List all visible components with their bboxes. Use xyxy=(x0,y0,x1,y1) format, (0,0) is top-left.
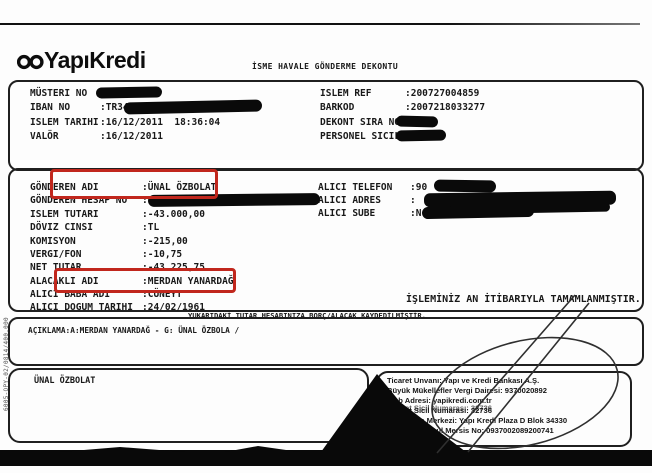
bank-info-text: Ticaret Unvanı: Yapı ve Kredi Bankası A.… xyxy=(387,376,625,436)
sender-name: ÜNAL ÖZBOLAT xyxy=(34,376,96,386)
row-doviz-cinsi: DÖVIZ CINSI:TL xyxy=(30,222,160,233)
redaction-bar xyxy=(395,129,447,142)
bank-info-line: Levent-İstanbul Mersis No: 0937002089200… xyxy=(387,426,554,435)
row-iban-no: IBAN NO:TR34 xyxy=(30,102,129,113)
aciklama-box xyxy=(8,317,644,366)
highlight-box-alacakli-adi xyxy=(54,268,236,293)
row-dekont-sira-no: DEKONT SIRA NO xyxy=(320,117,401,128)
completion-note: İŞLEMİNİZ AN İTİBARIYLA TAMAMLANMIŞTIR. xyxy=(406,294,641,305)
redaction-bar xyxy=(421,204,535,220)
transfer-details-box xyxy=(8,168,644,312)
highlight-box-gonderen-adi xyxy=(50,169,218,199)
row-gonderen-hesap-no: GÖNDEREN HESAP NO: xyxy=(30,195,148,206)
row-barkod: BARKOD:2007218033277 xyxy=(320,102,486,113)
scan-artifact-bar xyxy=(0,450,652,466)
redaction-bar xyxy=(395,115,439,128)
row-valor: VALÖR:16/12/2011 xyxy=(30,131,163,142)
redaction-bar xyxy=(95,86,163,99)
row-alici-adres: ALICI ADRES: xyxy=(318,195,416,206)
row-alici-baba-adi: ALICI BABA ADI:CÜNEYT xyxy=(30,289,183,300)
row-islem-ref: ISLEM REF:200727004859 xyxy=(320,88,480,99)
row-islem-tutari: ISLEM TUTARI:-43.000,00 xyxy=(30,209,205,220)
document-title: İSME HAVALE GÖNDERME DEKONTU xyxy=(252,62,399,71)
row-komisyon: KOMISYON:-215,00 xyxy=(30,236,188,247)
scan-edge-line xyxy=(0,23,640,25)
bank-info-line: Ticaret Sicil Numarası: 32736 xyxy=(387,406,492,415)
header-info-box xyxy=(8,80,644,171)
row-musteri-no: MÜSTERI NO: xyxy=(30,88,106,99)
bank-info-line: İşletmenin Merkezi: Yapı Kredi Plaza D B… xyxy=(387,416,568,425)
row-alici-telefon: ALICI TELEFON:90 xyxy=(318,182,433,193)
row-net-tutar: NET TUTAR:-43.225,75 xyxy=(30,262,205,273)
credit-note: YUKARIDAKİ TUTAR HESABINIZA BORÇ/ALACAK … xyxy=(188,311,426,320)
yapikredi-logo-icon xyxy=(17,54,44,70)
row-vergi-fon: VERGI/FON:-10,75 xyxy=(30,249,183,260)
row-alacakli-adi: ALACAKLI ADI:MERDAN YANARDAĞ xyxy=(30,276,234,287)
row-personel-sicil: PERSONEL SICIL xyxy=(320,131,401,142)
row-alici-dogum-tarihi: ALICI DOGUM TARIHI:24/02/1961 xyxy=(30,302,205,313)
row-islem-tarihi: ISLEM TARIHI:16/12/2011 18:36:04 xyxy=(30,117,221,128)
form-code-vertical: 6005-OPY-02/0814/400.000 xyxy=(3,317,10,411)
bank-info-line: Ticaret Unvanı: Yapı ve Kredi Bankası A.… xyxy=(387,376,540,385)
logo-text: YapıKredi xyxy=(44,47,146,73)
bank-info-line: Büyük Mükellefler Vergi Dairesi: 9370020… xyxy=(387,386,547,395)
bank-info-line: Web Adresi: yapikredi.com.tr xyxy=(387,396,492,405)
aciklama-text: AÇIKLAMA:A:MERDAN YANARDAĞ - G: ÜNAL ÖZB… xyxy=(28,326,240,335)
row-alici-sube: ALICI SUBE:N xyxy=(318,208,422,219)
redaction-bar xyxy=(433,179,497,193)
